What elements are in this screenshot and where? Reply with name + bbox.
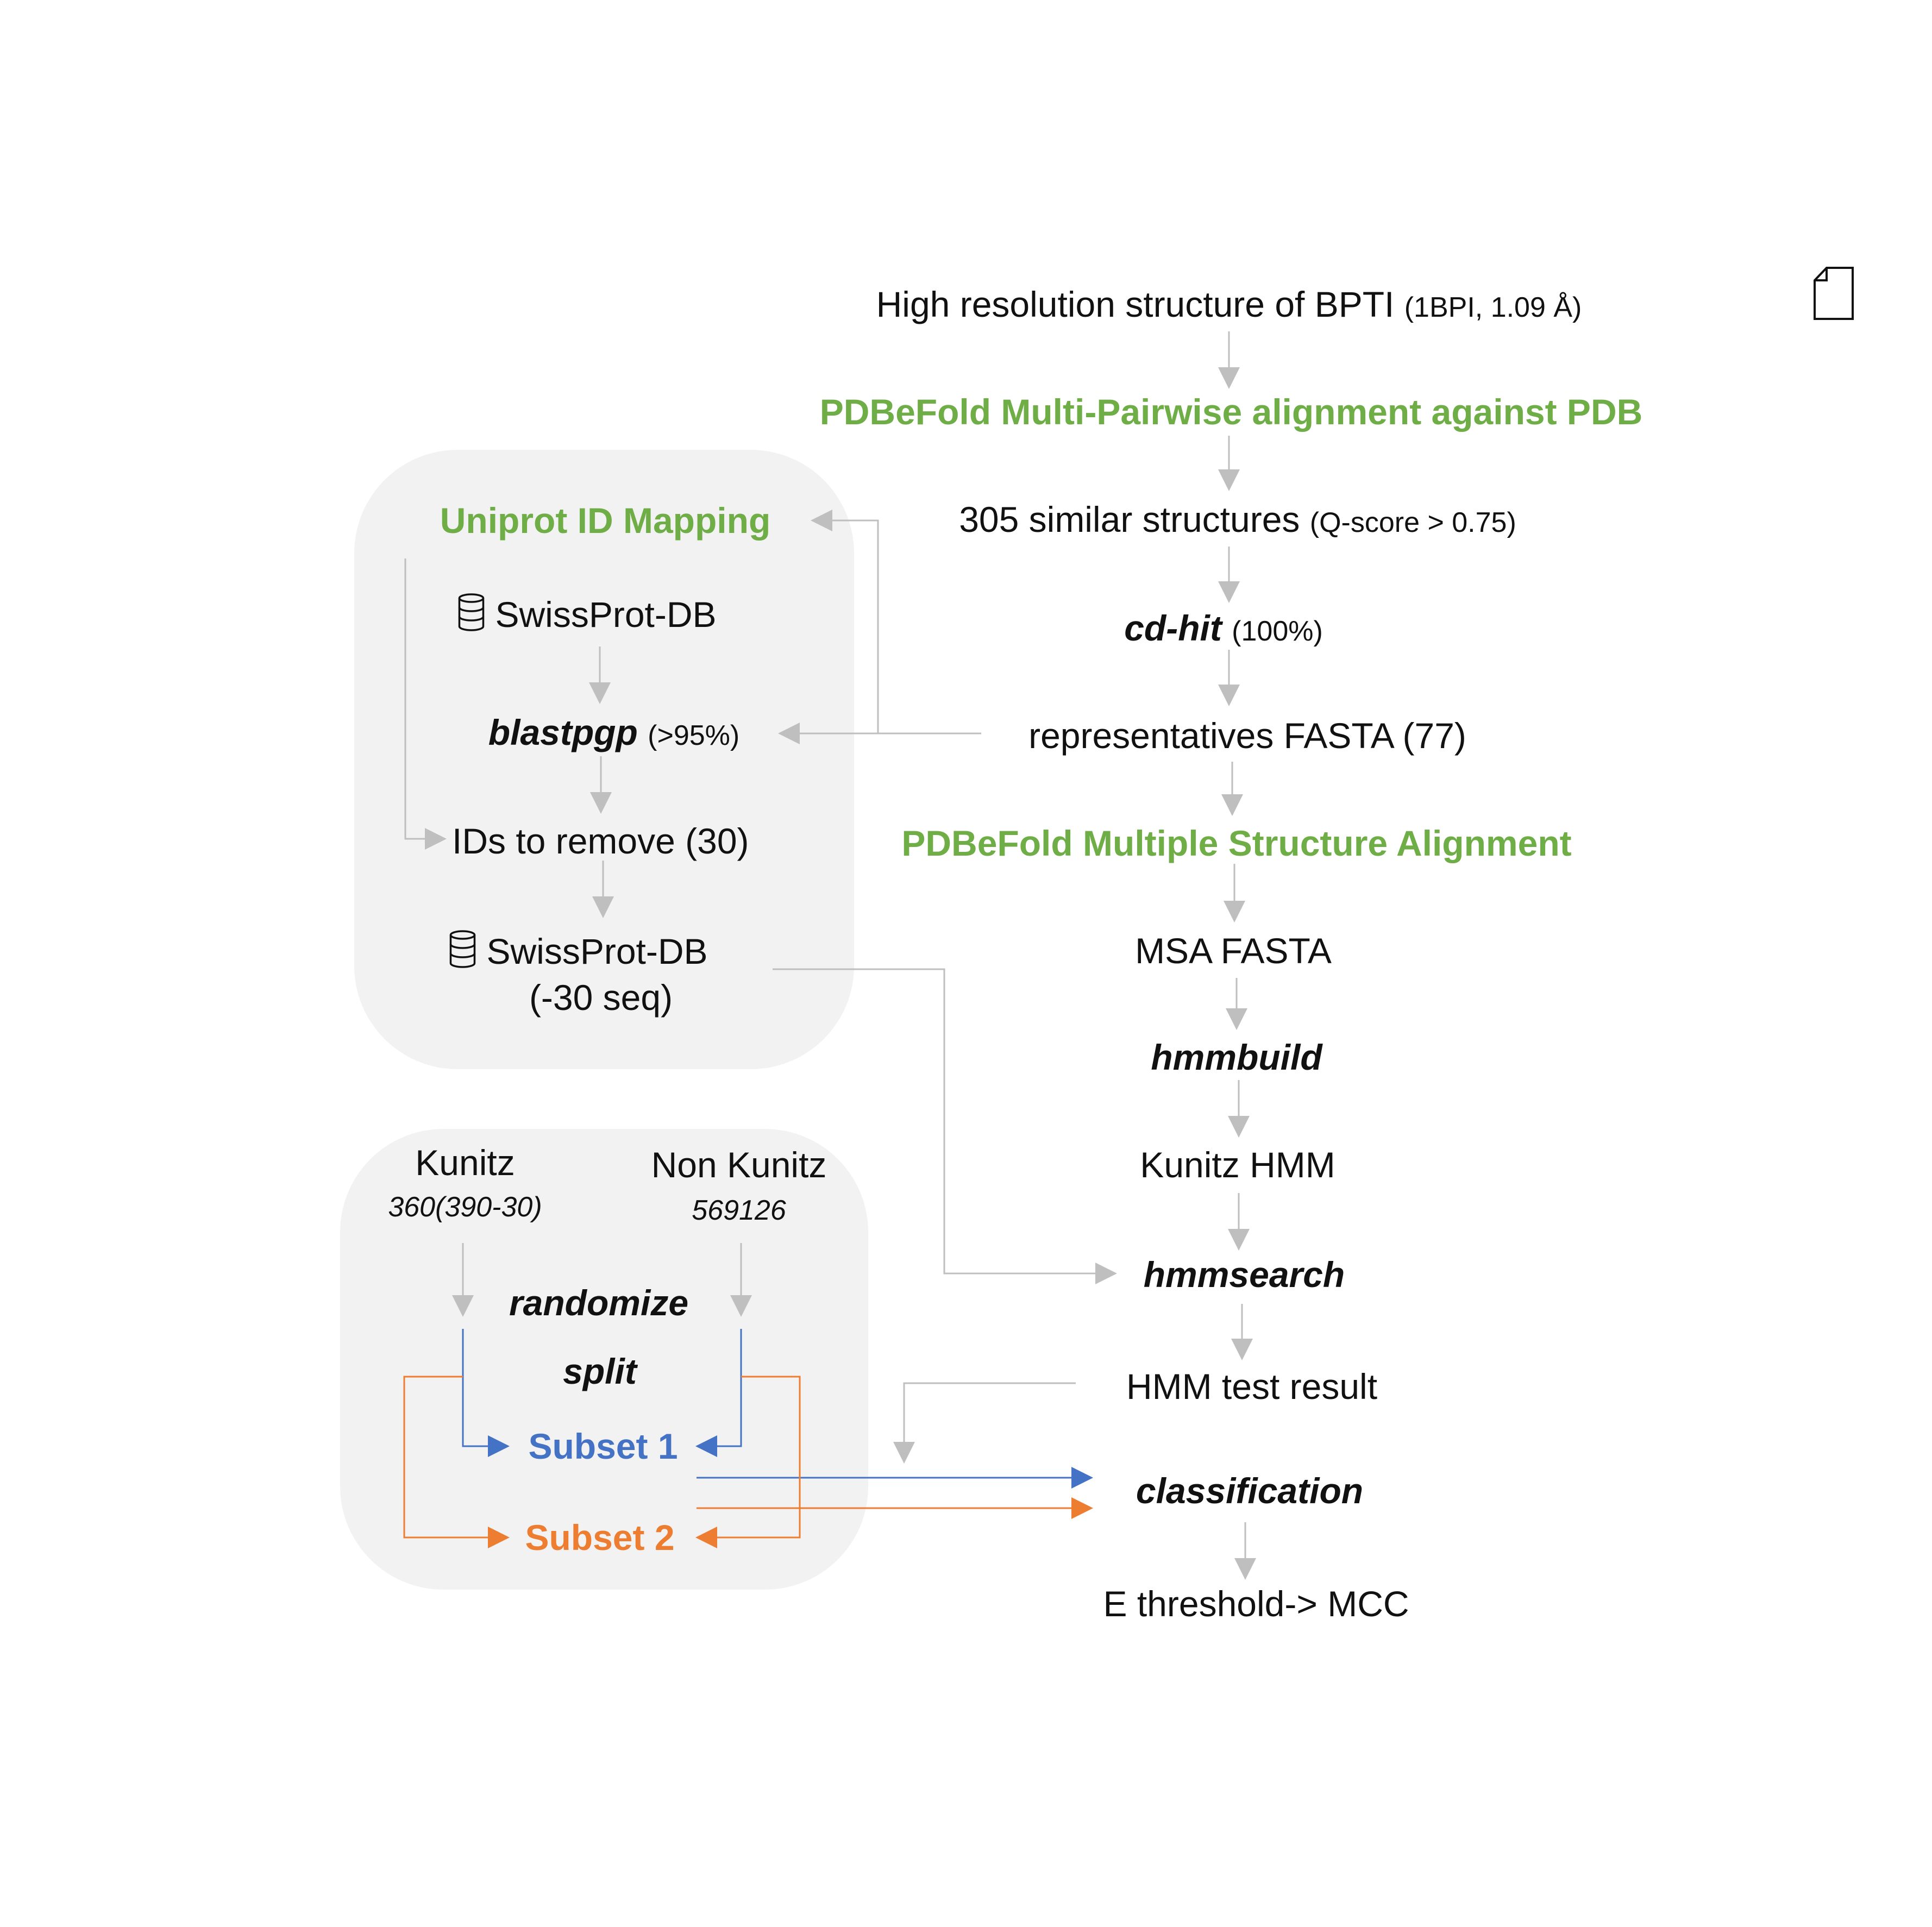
msa-fasta: MSA FASTA <box>1135 931 1332 971</box>
start-structure-text: High resolution structure of BPTI <box>876 284 1395 324</box>
uniprot-id-mapping: Uniprot ID Mapping <box>440 500 771 541</box>
arrow-swissprot-to-hmmsearch <box>773 968 1117 1284</box>
swissprot-db-filtered: SwissProt-DB <box>448 930 708 971</box>
representatives-detail: (77) <box>1402 715 1466 756</box>
randomize-step: randomize <box>509 1283 689 1323</box>
ids-to-remove-text: IDs to remove <box>452 821 675 861</box>
blastpgp-tool: blastpgp <box>488 712 638 752</box>
non-kunitz-count: 569126 <box>692 1195 786 1226</box>
representatives-fasta: representatives FASTA (77) <box>1028 718 1466 754</box>
start-structure-detail: (1BPI, 1.09 Å) <box>1404 292 1582 323</box>
start-structure: High resolution structure of BPTI (1BPI,… <box>876 286 1582 322</box>
arrow-test-result-to-classification <box>893 1382 1076 1464</box>
swissprot-db: SwissProt-DB <box>457 593 717 635</box>
kunitz-label: Kunitz <box>415 1143 515 1183</box>
kunitz-hmm: Kunitz HMM <box>1140 1145 1335 1185</box>
ids-to-remove: IDs to remove (30) <box>452 823 749 859</box>
database-icon <box>458 593 485 631</box>
cdhit-tool: cd-hit <box>1124 608 1222 648</box>
classification-step: classification <box>1136 1471 1364 1511</box>
hmmbuild-step: hmmbuild <box>1151 1037 1322 1077</box>
cdhit-step: cd-hit (100%) <box>1124 610 1323 646</box>
split-step: split <box>563 1351 637 1391</box>
arrow-uniprot-to-ids <box>404 558 447 850</box>
ids-to-remove-detail: (30) <box>685 821 749 861</box>
document-icon <box>1814 267 1854 320</box>
blastpgp-detail: (>95%) <box>648 720 740 751</box>
hmmsearch-step: hmmsearch <box>1143 1254 1345 1295</box>
swissprot-db-filtered-label: SwissProt-DB <box>486 931 708 971</box>
arrow-representatives-to-uniprot <box>811 510 879 733</box>
blastpgp-step: blastpgp (>95%) <box>488 714 739 750</box>
swissprot-filtered-detail: (-30 seq) <box>529 977 673 1018</box>
subset-1: Subset 1 <box>528 1426 678 1466</box>
arrow-kunitz-to-subset1 <box>462 1329 510 1457</box>
split-panel <box>340 1129 868 1590</box>
arrow-kunitz-to-subset2 <box>403 1376 510 1548</box>
representatives-text: representatives FASTA <box>1028 715 1393 756</box>
similar-structures-detail: (Q-score > 0.75) <box>1309 507 1516 538</box>
similar-structures: 305 similar structures (Q-score > 0.75) <box>959 501 1516 537</box>
multiple-structure-alignment-step: PDBeFold Multiple Structure Alignment <box>901 823 1572 863</box>
hmm-test-result: HMM test result <box>1126 1366 1378 1407</box>
similar-structures-text: 305 similar structures <box>959 499 1300 539</box>
cdhit-detail: (100%) <box>1232 616 1323 647</box>
arrow-nonkunitz-to-subset1 <box>695 1329 742 1457</box>
kunitz-count: 360(390-30) <box>388 1191 542 1223</box>
database-icon <box>449 930 476 968</box>
arrow-nonkunitz-to-subset2 <box>695 1376 801 1548</box>
swissprot-db-label: SwissProt-DB <box>495 594 717 635</box>
non-kunitz-label: Non Kunitz <box>651 1145 827 1185</box>
subset-2: Subset 2 <box>525 1517 675 1558</box>
e-threshold-mcc: E threshold-> MCC <box>1103 1584 1409 1624</box>
uniprot-panel <box>354 450 854 1069</box>
pairwise-alignment-step: PDBeFold Multi-Pairwise alignment agains… <box>819 392 1643 432</box>
